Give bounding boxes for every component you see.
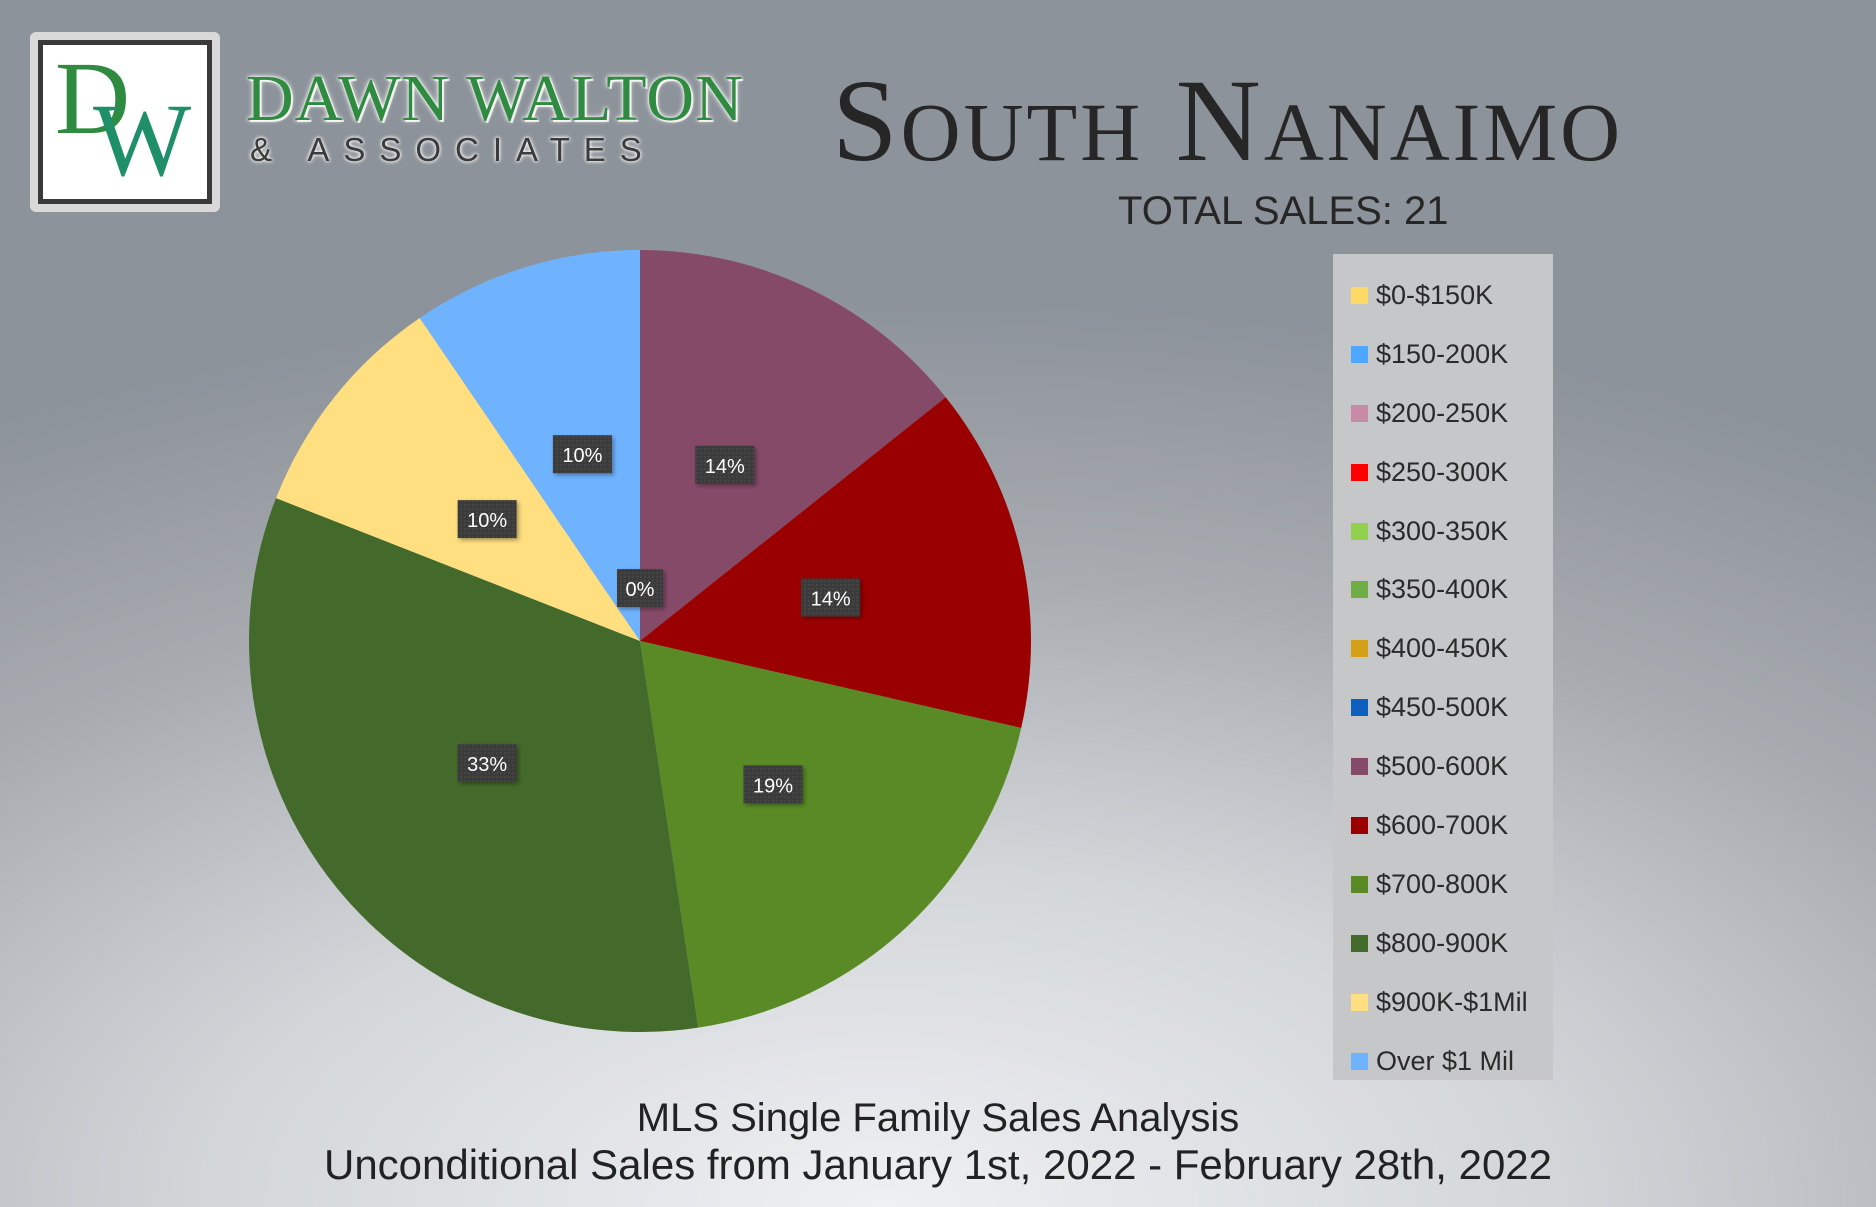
legend-swatch [1351,404,1368,422]
total-sales: TOTAL SALES: 21 [1118,189,1449,233]
legend-swatch [1351,581,1368,599]
legend-swatch [1351,816,1368,834]
legend-label: $700-800K [1376,868,1509,899]
legend-swatch [1351,345,1368,363]
legend-label: $0-$150K [1376,279,1494,310]
legend-label: $600-700K [1376,809,1509,840]
svg-text:14%: 14% [811,588,851,610]
page-title: South Nanaimo [832,55,1624,186]
svg-text:33%: 33% [467,754,507,776]
svg-text:19%: 19% [753,775,793,797]
legend-item: $400-450K [1351,619,1553,678]
logo: D W [30,32,220,212]
data-label--600-700k: 14% [801,578,861,617]
svg-text:10%: 10% [467,510,507,532]
legend-item: $300-350K [1351,502,1553,561]
legend-swatch [1351,640,1368,658]
legend-item: $500-600K [1351,737,1553,796]
svg-text:14%: 14% [705,456,745,478]
legend-swatch [1351,758,1368,776]
legend-label: $500-600K [1376,751,1509,782]
legend-item: $900K-$1Mil [1351,973,1553,1032]
legend-label: $450-500K [1376,692,1509,723]
legend-label: $800-900K [1376,927,1509,958]
legend-swatch [1351,463,1368,481]
data-label--0-150k: 0% [617,569,663,608]
legend-swatch [1351,993,1368,1011]
data-label--500-600k: 14% [695,445,755,484]
pie-slice--500-600k [640,250,946,641]
pie-slice--600-700k [640,397,1031,729]
brand-name: DAWN WALTON [246,62,744,135]
pie-slice--900k-1mil [276,317,640,641]
legend-label: $150-200K [1376,338,1509,369]
data-label--900k-1mil: 10% [457,500,517,539]
legend-item: $150-200K [1351,325,1553,384]
pie-slice--700-800k [640,641,1022,1028]
legend-item: $250-300K [1351,443,1553,502]
logo-letter-d: D [55,41,131,156]
legend-item: $0-$150K [1351,266,1553,325]
brand-subtitle: & ASSOCIATES [250,131,656,168]
legend-item: $800-900K [1351,914,1553,973]
legend-label: Over $1 Mil [1376,1045,1515,1076]
data-label--700-800k: 19% [743,765,803,804]
legend-label: $900K-$1Mil [1376,986,1528,1017]
logo-letter-w: W [93,83,192,198]
legend-item: $700-800K [1351,855,1553,914]
data-label-over-1-mil: 10% [552,435,612,474]
legend-swatch [1351,934,1368,952]
legend-swatch [1351,875,1368,893]
svg-text:0%: 0% [626,579,655,601]
legend-label: $200-250K [1376,397,1509,428]
footer-title: MLS Single Family Sales Analysis [636,1096,1240,1140]
legend-swatch [1351,1052,1368,1070]
legend-swatch [1351,522,1368,540]
chart-legend: $0-$150K $150-200K $200-250K $250-300K $300-… [1333,254,1553,1080]
legend-label: $350-400K [1376,574,1509,605]
logo-monogram: D W [38,40,212,204]
legend-label: $300-350K [1376,515,1509,546]
legend-item: Over $1 Mil [1351,1032,1553,1091]
legend-label: $400-450K [1376,633,1509,664]
legend-label: $250-300K [1376,456,1509,487]
footer-date-range: Unconditional Sales from January 1st, 20… [323,1141,1553,1188]
legend-swatch [1351,699,1368,717]
legend-item: $450-500K [1351,678,1553,737]
legend-item: $350-400K [1351,560,1553,619]
legend-swatch [1351,286,1368,304]
legend-item: $600-700K [1351,796,1553,855]
legend-item: $200-250K [1351,384,1553,443]
svg-text:10%: 10% [562,445,602,467]
data-label--800-900k: 33% [457,743,517,782]
pie-slice-over-1-mil [419,250,640,641]
